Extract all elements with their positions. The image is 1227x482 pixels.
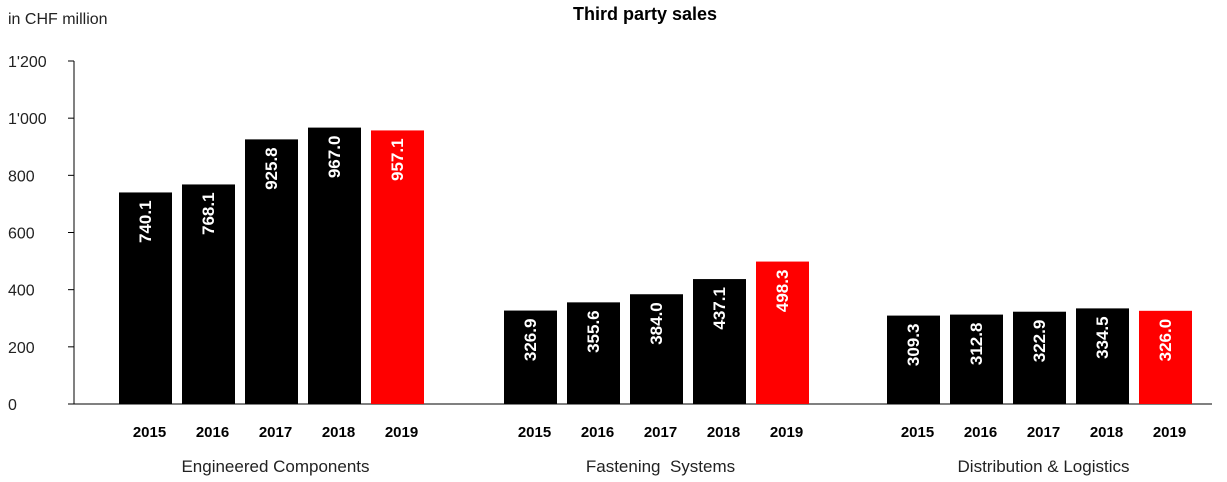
year-label: 2019 xyxy=(770,424,803,441)
bar-value-label: 312.8 xyxy=(967,323,986,366)
y-tick-label: 800 xyxy=(8,168,35,185)
y-axis: 0 200 400 600 800 1'000 1'200 xyxy=(8,54,75,414)
bars xyxy=(119,127,1192,405)
group-labels: Engineered Components Fastening Systems Di… xyxy=(181,457,1129,476)
year-label: 2016 xyxy=(581,424,614,441)
year-label: 2018 xyxy=(707,424,740,441)
year-label: 2016 xyxy=(964,424,997,441)
year-label: 2018 xyxy=(322,424,355,441)
bar xyxy=(567,302,620,404)
bar xyxy=(119,192,172,404)
group-label: Distribution & Logistics xyxy=(958,457,1130,476)
bar-value-label: 437.1 xyxy=(710,287,729,330)
year-label: 2015 xyxy=(518,424,551,441)
year-label: 2018 xyxy=(1090,424,1123,441)
bar xyxy=(693,279,746,404)
bar xyxy=(308,127,361,404)
bar-value-label: 326.9 xyxy=(521,319,540,362)
bar-value-label: 326.0 xyxy=(1156,319,1175,362)
bar-value-label: 967.0 xyxy=(325,136,344,179)
y-tick-label: 1'000 xyxy=(8,111,47,128)
bar-value-label: 740.1 xyxy=(136,200,155,243)
year-labels: 2015 2016 2017 2018 2019 2015 2016 2017 2018 2019… xyxy=(133,424,1186,441)
year-label: 2019 xyxy=(385,424,418,441)
bar xyxy=(756,261,809,404)
year-label: 2015 xyxy=(133,424,166,441)
year-label: 2016 xyxy=(196,424,229,441)
year-label: 2017 xyxy=(644,424,677,441)
bar xyxy=(1013,311,1066,404)
year-label: 2019 xyxy=(1153,424,1186,441)
bar-value-label: 498.3 xyxy=(773,270,792,313)
bar xyxy=(1139,310,1192,404)
y-tick-label: 600 xyxy=(8,226,35,243)
group-label: Engineered Components xyxy=(181,457,369,476)
bar-value-label: 334.5 xyxy=(1093,316,1112,359)
bar xyxy=(1076,308,1129,404)
y-tick-label: 1'200 xyxy=(8,54,47,71)
bar-value-label: 309.3 xyxy=(904,324,923,367)
bar xyxy=(887,315,940,404)
bar xyxy=(371,130,424,405)
bar-value-label: 384.0 xyxy=(647,302,666,345)
bar-value-label: 355.6 xyxy=(584,310,603,353)
y-tick-label: 200 xyxy=(8,340,35,357)
year-label: 2017 xyxy=(1027,424,1060,441)
bar xyxy=(182,184,235,404)
bar xyxy=(950,314,1003,404)
chart-title: Third party sales xyxy=(573,4,717,24)
bar-value-label: 768.1 xyxy=(199,192,218,235)
bar xyxy=(245,139,298,405)
bar xyxy=(504,310,557,404)
unit-label: in CHF million xyxy=(8,11,108,28)
year-label: 2015 xyxy=(901,424,934,441)
bar xyxy=(630,294,683,404)
bar-value-label: 957.1 xyxy=(388,138,407,181)
year-label: 2017 xyxy=(259,424,292,441)
bar-value-label: 925.8 xyxy=(262,147,281,190)
y-tick-label: 400 xyxy=(8,283,35,300)
group-label: Fastening Systems xyxy=(586,457,735,476)
value-labels: 740.1 768.1 925.8 967.0 957.1 326.9 355.6 384.0… xyxy=(136,136,1175,367)
bar-value-label: 322.9 xyxy=(1030,320,1049,363)
y-tick-label: 0 xyxy=(8,397,17,414)
